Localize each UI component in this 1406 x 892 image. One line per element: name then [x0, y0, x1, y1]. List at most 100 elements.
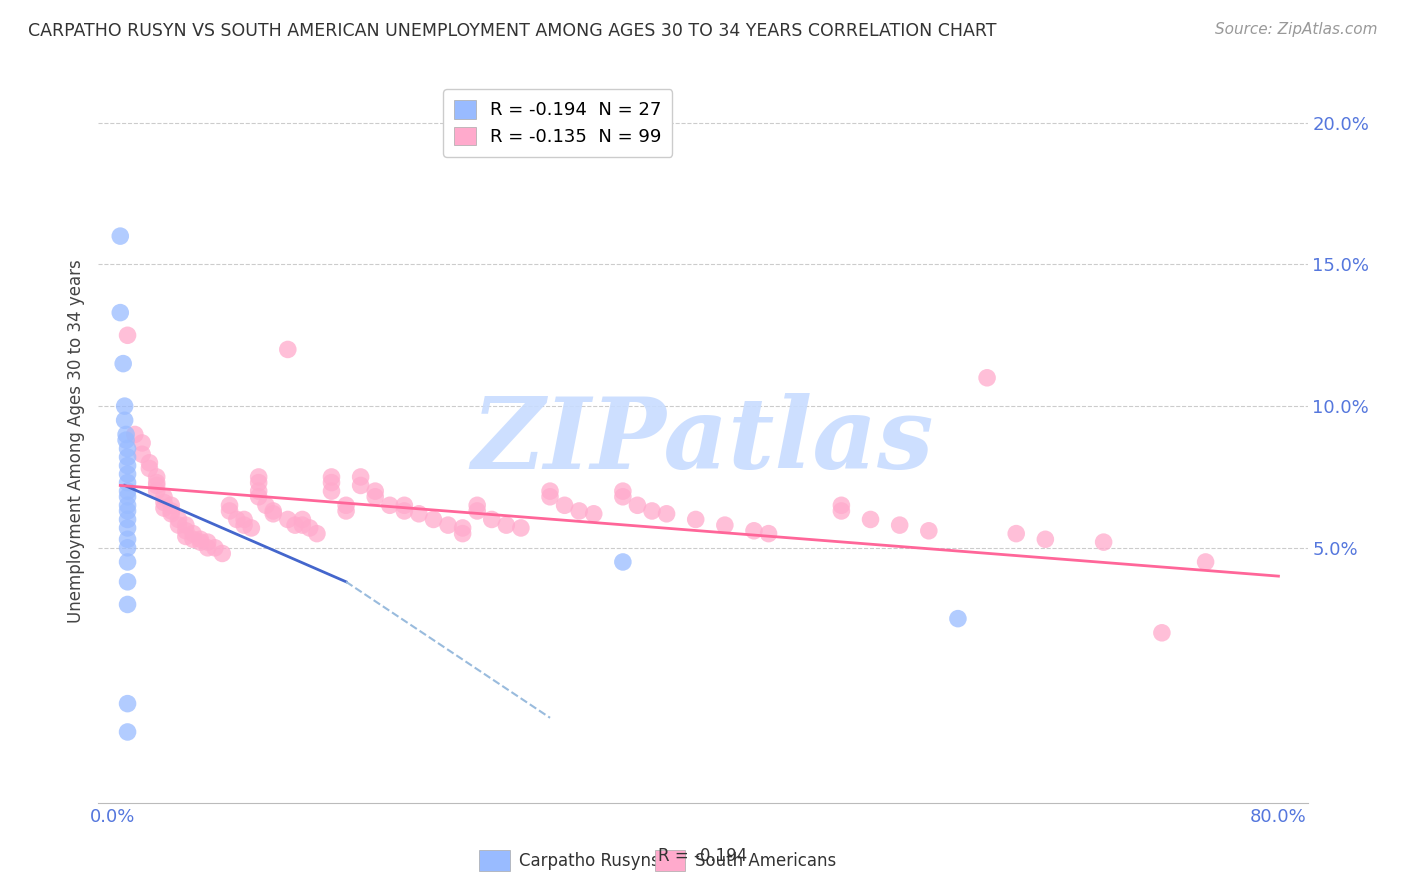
Point — [117, 574, 139, 589]
Point — [160, 504, 183, 518]
Point — [124, 427, 146, 442]
Point — [350, 478, 373, 492]
Point — [117, 490, 139, 504]
Point — [277, 512, 299, 526]
Point — [976, 371, 998, 385]
Point — [115, 427, 138, 442]
Point — [190, 535, 212, 549]
Point — [138, 461, 160, 475]
Point — [437, 518, 460, 533]
Point — [291, 512, 314, 526]
Text: Source: ZipAtlas.com: Source: ZipAtlas.com — [1215, 22, 1378, 37]
Point — [568, 504, 591, 518]
Point — [1005, 526, 1028, 541]
Point — [626, 498, 648, 512]
Point — [481, 512, 503, 526]
Point — [117, 533, 139, 547]
Point — [284, 518, 307, 533]
Point — [117, 555, 139, 569]
Point — [160, 498, 183, 512]
Point — [153, 495, 176, 509]
Point — [350, 470, 373, 484]
Legend: R = -0.194  N = 27, R = -0.135  N = 99: R = -0.194 N = 27, R = -0.135 N = 99 — [443, 89, 672, 157]
Point — [117, 725, 139, 739]
Point — [612, 555, 634, 569]
Point — [153, 490, 176, 504]
Point — [1092, 535, 1115, 549]
Point — [160, 507, 183, 521]
Point — [204, 541, 226, 555]
Point — [115, 433, 138, 447]
Point — [685, 512, 707, 526]
Point — [117, 450, 139, 464]
Point — [758, 526, 780, 541]
Point — [859, 512, 882, 526]
Point — [830, 498, 852, 512]
Point — [247, 490, 270, 504]
Point — [117, 458, 139, 473]
Point — [655, 507, 678, 521]
Point — [321, 484, 343, 499]
Point — [114, 399, 136, 413]
Point — [145, 470, 167, 484]
Point — [247, 475, 270, 490]
Point — [153, 501, 176, 516]
Point — [714, 518, 737, 533]
Point — [335, 504, 357, 518]
Point — [117, 541, 139, 555]
Point — [830, 504, 852, 518]
Point — [394, 498, 416, 512]
Point — [218, 498, 240, 512]
Point — [509, 521, 531, 535]
Point — [131, 436, 153, 450]
Point — [117, 475, 139, 490]
Point — [538, 484, 561, 499]
Point — [197, 541, 219, 555]
Point — [364, 484, 387, 499]
Point — [1033, 533, 1056, 547]
Point — [582, 507, 605, 521]
Point — [321, 475, 343, 490]
Point — [495, 518, 517, 533]
Point — [167, 512, 190, 526]
Point — [889, 518, 911, 533]
Point — [335, 498, 357, 512]
Point — [225, 512, 247, 526]
Point — [117, 504, 139, 518]
Point — [181, 533, 204, 547]
Point — [422, 512, 444, 526]
Point — [277, 343, 299, 357]
Point — [117, 484, 139, 499]
Point — [240, 521, 263, 535]
Point — [262, 507, 284, 521]
Point — [641, 504, 664, 518]
Point — [117, 512, 139, 526]
Point — [197, 535, 219, 549]
Point — [110, 229, 132, 244]
Point — [1194, 555, 1216, 569]
Point — [233, 512, 256, 526]
Point — [211, 546, 233, 560]
Point — [114, 413, 136, 427]
Point — [131, 447, 153, 461]
Point — [117, 498, 139, 512]
Point — [451, 521, 474, 535]
Point — [247, 484, 270, 499]
Point — [742, 524, 765, 538]
Point — [298, 521, 321, 535]
Point — [247, 470, 270, 484]
Point — [554, 498, 576, 512]
Point — [145, 478, 167, 492]
Text: R = -0.194: R = -0.194 — [658, 847, 748, 865]
Point — [321, 470, 343, 484]
Point — [305, 526, 328, 541]
Point — [254, 498, 277, 512]
Point — [465, 504, 488, 518]
Point — [117, 442, 139, 456]
Point — [174, 529, 197, 543]
Point — [262, 504, 284, 518]
Point — [174, 518, 197, 533]
Point — [174, 524, 197, 538]
Point — [112, 357, 135, 371]
Point — [117, 598, 139, 612]
